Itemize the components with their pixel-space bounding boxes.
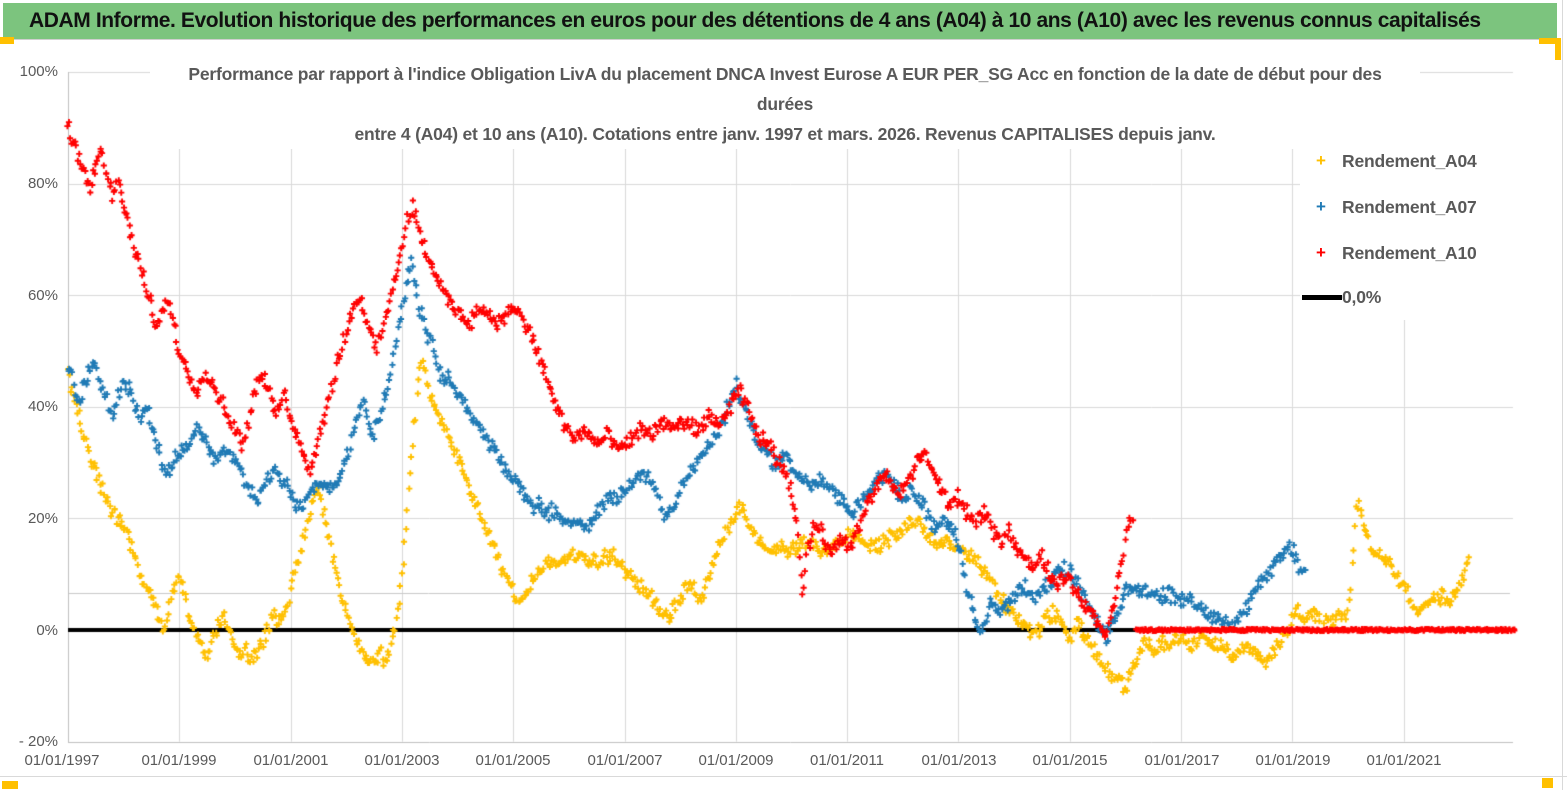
legend-item-rendement-a04: + Rendement_A04 [1300,146,1514,176]
page-right-border [1562,0,1563,790]
x-label: 01/01/2013 [921,752,997,769]
y-label: 100% [19,63,58,80]
chart-title-line-1: Performance par rapport à l'indice Oblig… [188,64,1382,84]
x-label: 01/01/2009 [698,752,774,769]
chart-title: Performance par rapport à l'indice Oblig… [150,59,1420,149]
x-label: 01/01/1999 [141,752,217,769]
x-label: 01/01/2001 [253,752,329,769]
legend-item-rendement-a07: + Rendement_A07 [1300,192,1514,222]
x-label: 01/01/2017 [1144,752,1220,769]
gold-corner-accent-top-right [1539,38,1561,60]
gold-corner-accent-bottom-right [1542,778,1553,788]
legend-item-zero-line: 0,0% [1300,282,1514,312]
x-label: 01/01/2021 [1366,752,1442,769]
plus-marker-icon: + [1316,197,1326,216]
y-label: 80% [27,175,58,192]
gold-corner-accent-bottom-left [2,781,18,789]
chart-title-line-2: durées [756,94,814,114]
plus-marker-icon: + [1316,151,1326,170]
x-label: 01/01/2011 [810,752,884,769]
y-label: 20% [27,510,58,527]
header-bar: ADAM Informe. Evolution historique des p… [3,3,1557,40]
legend-label: Rendement_A07 [1342,196,1477,217]
page-bottom-border [0,776,1567,777]
legend-label: Rendement_A04 [1342,150,1477,171]
line-marker-icon [1302,294,1342,300]
legend-label: Rendement_A10 [1342,242,1477,263]
gold-corner-accent-top-left [0,37,14,44]
y-label: 60% [27,287,58,304]
plus-marker-icon: + [1316,243,1326,262]
x-label: 01/01/2005 [475,752,551,769]
x-label: 01/01/1997 [24,752,100,769]
chart-legend: + Rendement_A04 + Rendement_A07 + Rendem… [1300,140,1514,320]
y-label: 0% [36,622,58,639]
legend-item-rendement-a10: + Rendement_A10 [1300,238,1514,268]
x-label: 01/01/2003 [364,752,440,769]
y-label: 40% [27,398,58,415]
legend-label: 0,0% [1342,286,1382,307]
y-label: - 20% [18,733,58,750]
x-label: 01/01/2019 [1255,752,1331,769]
x-label: 01/01/2007 [587,752,663,769]
x-label: 01/01/2015 [1032,752,1108,769]
page-title: ADAM Informe. Evolution historique des p… [29,9,1481,32]
chart-title-line-3: entre 4 (A04) et 10 ans (A10). Cotations… [354,124,1216,144]
